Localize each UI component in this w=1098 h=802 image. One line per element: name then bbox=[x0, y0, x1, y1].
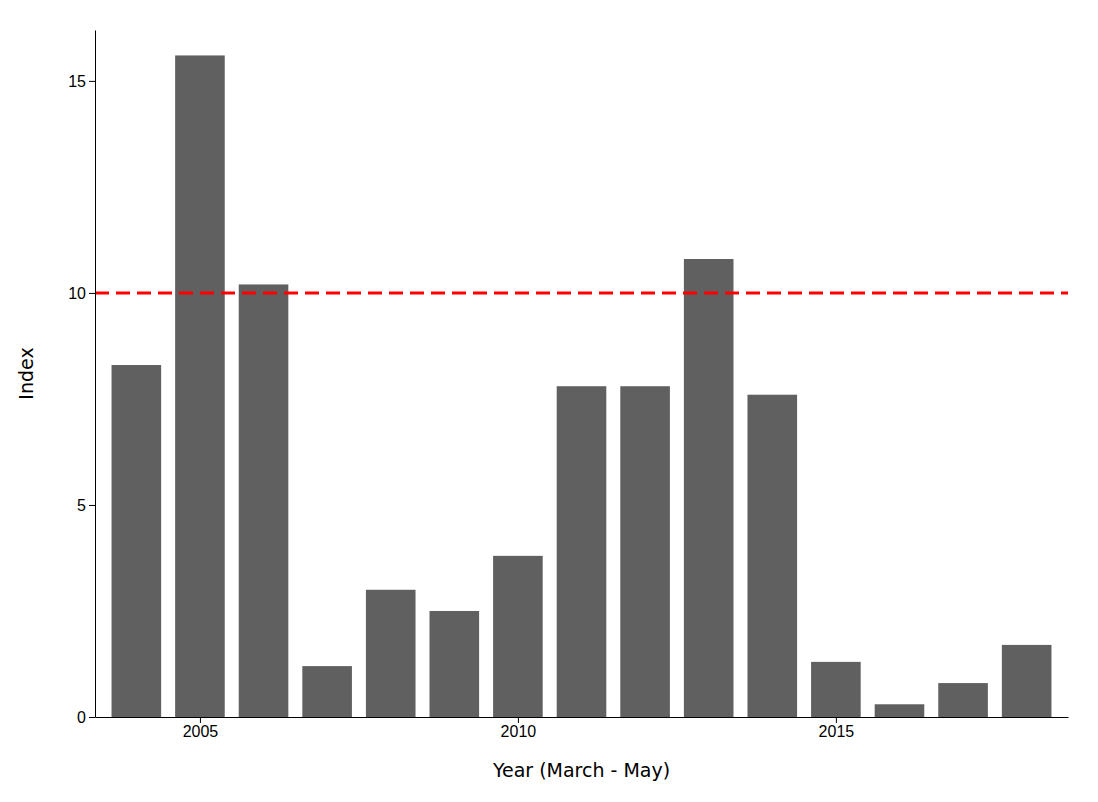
y-tick-label: 10 bbox=[68, 285, 86, 302]
x-axis-title: Year (March - May) bbox=[492, 759, 670, 781]
bar bbox=[430, 611, 480, 717]
y-tick-mark bbox=[89, 81, 95, 82]
bar bbox=[875, 704, 925, 717]
bar bbox=[747, 395, 797, 717]
x-tick-label: 2010 bbox=[501, 723, 537, 740]
y-tick-label: 15 bbox=[68, 73, 86, 90]
y-tick-mark bbox=[89, 293, 95, 294]
y-tick-label: 5 bbox=[77, 497, 86, 514]
y-axis-title: Index bbox=[15, 347, 37, 399]
plot: 2005 2010 2015 0 5 10 15 Year (March - May) Inde… bbox=[15, 31, 1069, 782]
x-tick-label: 2005 bbox=[183, 723, 219, 740]
x-tick: 2010 bbox=[501, 717, 537, 740]
bar bbox=[1002, 645, 1052, 717]
y-tick: 0 bbox=[77, 709, 95, 726]
y-tick: 15 bbox=[68, 73, 95, 90]
bar bbox=[175, 55, 225, 717]
bar bbox=[557, 386, 607, 717]
bar bbox=[493, 556, 543, 717]
y-tick-mark bbox=[89, 717, 95, 718]
bar bbox=[684, 259, 734, 717]
bar bbox=[239, 284, 289, 717]
x-axis-line bbox=[96, 717, 1069, 718]
y-tick: 5 bbox=[77, 497, 95, 514]
bar bbox=[811, 662, 861, 717]
bar bbox=[938, 683, 988, 717]
y-tick-label: 0 bbox=[77, 709, 86, 726]
y-axis: 0 5 10 15 bbox=[68, 31, 95, 726]
x-axis: 2005 2010 2015 bbox=[96, 717, 1069, 740]
bar bbox=[302, 666, 352, 717]
y-tick: 10 bbox=[68, 285, 95, 302]
x-tick-mark bbox=[518, 717, 519, 723]
x-tick-mark bbox=[836, 717, 837, 723]
chart: 2005 2010 2015 0 5 10 15 Year (March - May) Inde… bbox=[0, 0, 1098, 802]
x-tick-mark bbox=[200, 717, 201, 723]
bar bbox=[112, 365, 162, 717]
x-tick: 2015 bbox=[819, 717, 855, 740]
marks bbox=[95, 55, 1068, 717]
x-tick: 2005 bbox=[183, 717, 219, 740]
reference-line bbox=[95, 291, 1068, 294]
bar bbox=[366, 590, 416, 717]
bar bbox=[620, 386, 670, 717]
y-tick-mark bbox=[89, 505, 95, 506]
x-tick-label: 2015 bbox=[819, 723, 855, 740]
y-axis-line bbox=[95, 31, 96, 718]
